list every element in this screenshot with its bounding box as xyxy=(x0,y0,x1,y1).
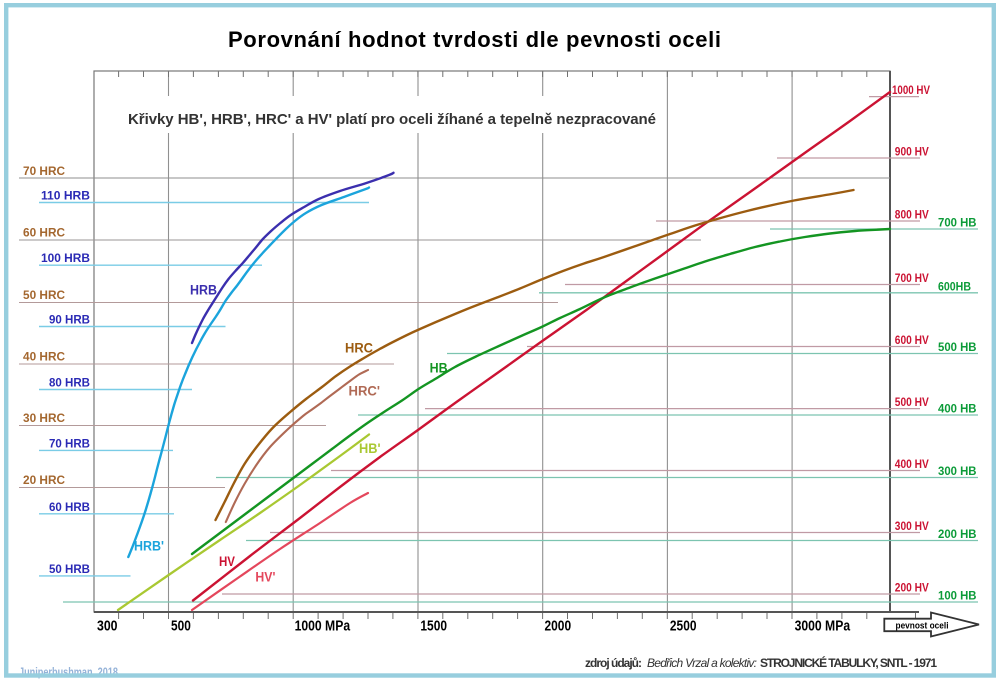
svg-text:100 HRB: 100 HRB xyxy=(41,251,90,265)
svg-text:90 HRB: 90 HRB xyxy=(49,313,90,327)
svg-text:110 HRB: 110 HRB xyxy=(41,189,90,203)
svg-text:300: 300 xyxy=(97,619,118,635)
svg-text:HV': HV' xyxy=(255,570,275,585)
svg-text:400 HV: 400 HV xyxy=(895,457,929,471)
svg-text:30 HRC: 30 HRC xyxy=(23,413,65,425)
svg-text:HB': HB' xyxy=(359,441,381,456)
svg-text:HRB: HRB xyxy=(190,283,217,298)
svg-text:zdroj údajů:: zdroj údajů: xyxy=(585,656,642,670)
svg-text:1500: 1500 xyxy=(420,619,447,635)
svg-text:900 HV: 900 HV xyxy=(895,145,929,159)
svg-text:80 HRB: 80 HRB xyxy=(49,376,90,390)
svg-text:70 HRC: 70 HRC xyxy=(23,166,65,178)
svg-text:200 HB: 200 HB xyxy=(938,527,977,541)
svg-text:60 HRB: 60 HRB xyxy=(49,500,90,514)
svg-text:200 HV: 200 HV xyxy=(895,581,929,595)
svg-text:HRC': HRC' xyxy=(349,384,381,399)
svg-text:300 HV: 300 HV xyxy=(895,519,929,533)
svg-text:HRB': HRB' xyxy=(134,539,164,554)
svg-text:400 HB: 400 HB xyxy=(938,402,977,416)
svg-text:100 HB: 100 HB xyxy=(938,589,977,603)
svg-text:STROJNICKÉ TABULKY, SNTL - 197: STROJNICKÉ TABULKY, SNTL - 1971 xyxy=(760,655,937,670)
svg-text:40 HRC: 40 HRC xyxy=(23,352,65,364)
svg-text:3000 MPa: 3000 MPa xyxy=(795,619,851,635)
svg-text:60 HRC: 60 HRC xyxy=(23,228,65,240)
svg-text:700 HB: 700 HB xyxy=(938,216,977,230)
svg-text:HB: HB xyxy=(430,361,448,376)
svg-text:HRC: HRC xyxy=(345,341,373,356)
svg-text:50 HRB: 50 HRB xyxy=(49,562,90,576)
svg-text:HV: HV xyxy=(219,554,235,569)
svg-text:300 HB: 300 HB xyxy=(938,464,977,478)
svg-text:2500: 2500 xyxy=(670,619,697,635)
svg-text:700 HV: 700 HV xyxy=(895,271,929,285)
svg-text:500 HV: 500 HV xyxy=(895,395,929,409)
svg-text:Porovnání hodnot tvrdosti dle: Porovnání hodnot tvrdosti dle pevnosti o… xyxy=(228,27,721,52)
svg-text:500 HB: 500 HB xyxy=(938,340,977,354)
svg-text:2000: 2000 xyxy=(545,619,572,635)
svg-text:800 HV: 800 HV xyxy=(895,208,929,222)
svg-text:50 HRC: 50 HRC xyxy=(23,290,65,302)
svg-text:500: 500 xyxy=(171,619,191,635)
svg-text:600 HV: 600 HV xyxy=(895,333,929,347)
svg-text:Křivky HB', HRB', HRC' a HV' p: Křivky HB', HRB', HRC' a HV' platí pro o… xyxy=(128,111,656,128)
svg-text:1000 HV: 1000 HV xyxy=(892,83,930,97)
svg-text:20 HRC: 20 HRC xyxy=(23,475,65,487)
svg-text:pevnost oceli: pevnost oceli xyxy=(896,620,949,631)
svg-text:1000 MPa: 1000 MPa xyxy=(295,619,351,635)
svg-text:600HB: 600HB xyxy=(938,279,971,293)
svg-text:Bedřich Vrzal a kolektiv:: Bedřich Vrzal a kolektiv: xyxy=(647,656,757,670)
svg-text:70 HRB: 70 HRB xyxy=(49,436,90,450)
